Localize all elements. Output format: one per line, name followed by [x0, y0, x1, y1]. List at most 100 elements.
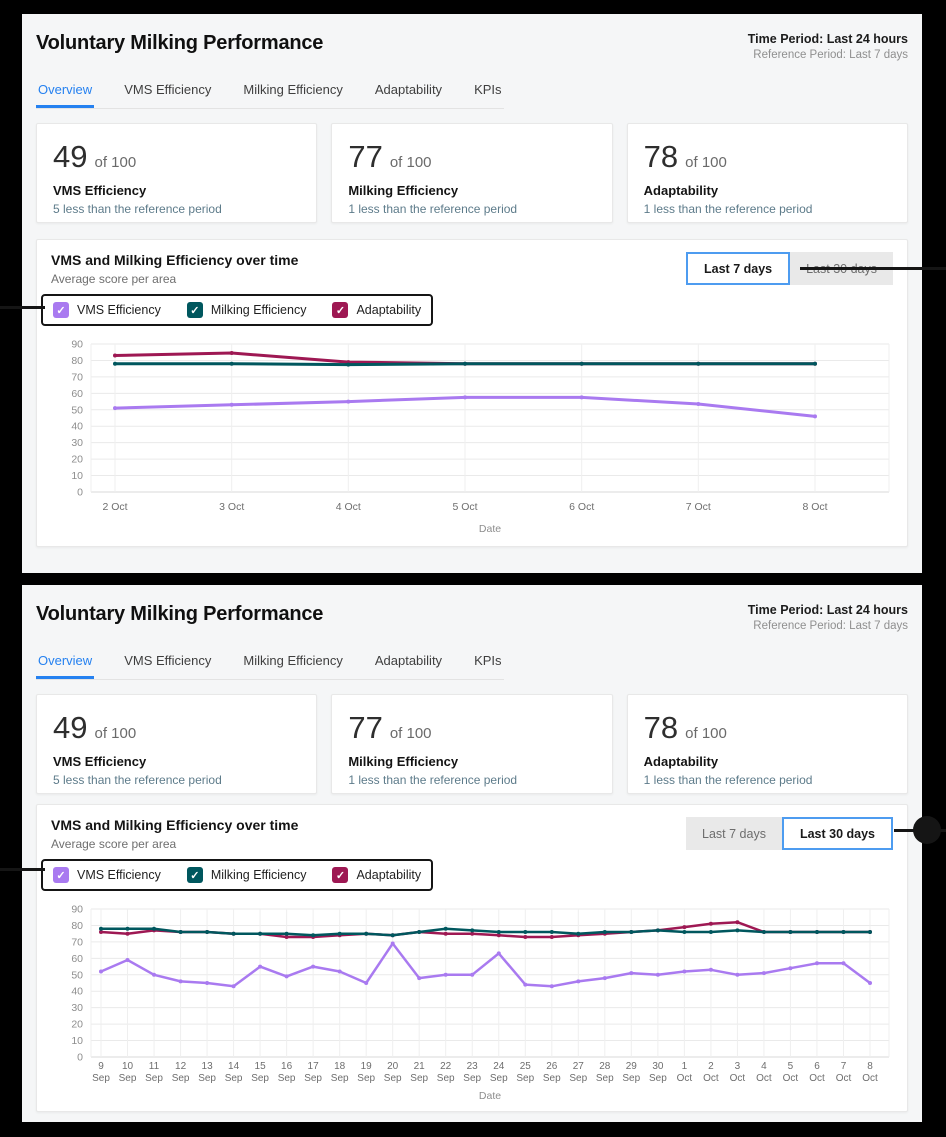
metric-cards-row: 49 of 100 VMS Efficiency 5 less than the…: [36, 123, 908, 223]
svg-text:Oct: Oct: [809, 1073, 825, 1084]
legend-item-milking-efficiency[interactable]: ✓ Milking Efficiency: [186, 867, 307, 883]
legend-label: VMS Efficiency: [77, 303, 161, 317]
svg-text:50: 50: [71, 969, 83, 981]
legend-item-vms-efficiency[interactable]: ✓ VMS Efficiency: [53, 867, 161, 883]
period-meta: Time Period: Last 24 hours Reference Per…: [748, 32, 908, 61]
reference-period-label: Reference Period: Last 7 days: [753, 620, 908, 632]
metric-total: of 100: [94, 154, 137, 171]
svg-text:Sep: Sep: [331, 1073, 349, 1084]
metric-delta: 5 less than the reference period: [53, 773, 222, 787]
legend-callout-line: [0, 868, 45, 871]
svg-text:Sep: Sep: [172, 1073, 190, 1084]
svg-text:2: 2: [708, 1061, 714, 1072]
tab-vms-efficiency[interactable]: VMS Efficiency: [124, 82, 212, 97]
metric-score: 78: [643, 710, 679, 745]
page-title: Voluntary Milking Performance: [36, 32, 324, 54]
metric-card-milking-efficiency: 77 of 100 Milking Efficiency 1 less than…: [331, 694, 613, 794]
chart-subtitle: Average score per area: [51, 272, 177, 286]
metric-score: 77: [348, 710, 383, 745]
tab-overview[interactable]: Overview: [36, 648, 95, 679]
svg-text:60: 60: [71, 388, 83, 400]
svg-text:Oct: Oct: [756, 1073, 772, 1084]
svg-text:10: 10: [71, 470, 83, 482]
page-title: Voluntary Milking Performance: [36, 603, 324, 625]
efficiency-line-chart-30-days: 01020304050607080909Sep10Sep11Sep12Sep13…: [71, 904, 890, 1102]
checked-checkbox-icon[interactable]: ✓: [186, 302, 203, 318]
svg-text:Sep: Sep: [463, 1073, 481, 1084]
svg-text:50: 50: [71, 404, 83, 416]
svg-text:Sep: Sep: [384, 1073, 402, 1084]
legend-item-adaptability[interactable]: ✓ Adaptability: [332, 302, 421, 318]
checked-checkbox-icon[interactable]: ✓: [332, 302, 349, 318]
svg-text:30: 30: [71, 1002, 83, 1014]
svg-text:Date: Date: [479, 523, 501, 535]
svg-text:8: 8: [867, 1061, 873, 1072]
metric-delta: 1 less than the reference period: [643, 202, 813, 216]
svg-text:5: 5: [788, 1061, 794, 1072]
tab-adaptability[interactable]: Adaptability: [374, 653, 443, 668]
svg-text:27: 27: [573, 1061, 585, 1072]
metric-score: 77: [348, 139, 383, 174]
last-30-days-button[interactable]: Last 30 days: [781, 817, 893, 850]
svg-text:Sep: Sep: [649, 1073, 667, 1084]
svg-text:10: 10: [71, 1035, 83, 1047]
svg-text:24: 24: [493, 1061, 505, 1072]
svg-text:1: 1: [682, 1061, 688, 1072]
tab-overview[interactable]: Overview: [36, 77, 95, 108]
svg-text:Sep: Sep: [596, 1073, 614, 1084]
svg-text:Sep: Sep: [490, 1073, 508, 1084]
reference-period-label: Reference Period: Last 7 days: [753, 49, 908, 61]
svg-text:40: 40: [71, 986, 83, 998]
legend-item-milking-efficiency[interactable]: ✓ Milking Efficiency: [186, 302, 306, 318]
tab-vms-efficiency[interactable]: VMS Efficiency: [124, 653, 212, 668]
time-period-label: Time Period: Last 24 hours: [747, 603, 908, 617]
panel-header: Voluntary Milking Performance Time Perio…: [36, 585, 908, 632]
legend-label: VMS Efficiency: [77, 868, 161, 882]
legend-item-adaptability[interactable]: ✓ Adaptability: [332, 867, 421, 883]
legend-label: Adaptability: [356, 868, 422, 882]
legend-label: Milking Efficiency: [210, 868, 307, 882]
tab-kpis[interactable]: KPIs: [474, 82, 502, 97]
svg-text:6 Oct: 6 Oct: [569, 501, 594, 513]
tab-milking-efficiency[interactable]: Milking Efficiency: [243, 82, 343, 97]
svg-text:Sep: Sep: [278, 1073, 296, 1084]
svg-text:Sep: Sep: [410, 1073, 428, 1084]
last-7-days-button[interactable]: Last 7 days: [686, 817, 782, 850]
tab-milking-efficiency[interactable]: Milking Efficiency: [243, 653, 343, 668]
checked-checkbox-icon[interactable]: ✓: [53, 867, 69, 883]
chart-title: VMS and Milking Efficiency over time: [51, 817, 299, 833]
svg-text:Oct: Oct: [730, 1073, 746, 1084]
dashboard-panel-bottom: Voluntary Milking Performance Time Perio…: [22, 585, 922, 1122]
chart-legend: ✓ VMS Efficiency ✓ Milking Efficiency ✓ …: [41, 294, 434, 326]
chart-card: VMS and Milking Efficiency over time Ave…: [36, 239, 908, 547]
svg-text:Sep: Sep: [92, 1073, 110, 1084]
chart-subtitle: Average score per area: [51, 837, 177, 851]
time-period-label: Time Period: Last 24 hours: [747, 32, 908, 46]
svg-text:Oct: Oct: [836, 1073, 852, 1084]
svg-text:Sep: Sep: [622, 1073, 640, 1084]
svg-text:2 Oct: 2 Oct: [102, 501, 127, 513]
svg-text:3: 3: [735, 1061, 741, 1072]
svg-text:4: 4: [761, 1061, 767, 1072]
last-7-days-button[interactable]: Last 7 days: [686, 252, 791, 285]
metric-cards-row: 49 of 100 VMS Efficiency 5 less than the…: [36, 694, 908, 794]
checked-checkbox-icon[interactable]: ✓: [53, 302, 69, 318]
range-button-callout-line: [800, 267, 946, 270]
svg-text:10: 10: [122, 1061, 134, 1072]
svg-text:20: 20: [71, 1019, 83, 1031]
metric-name: Adaptability: [643, 183, 719, 198]
metric-card-vms-efficiency: 49 of 100 VMS Efficiency 5 less than the…: [36, 694, 318, 794]
period-meta: Time Period: Last 24 hours Reference Per…: [748, 603, 908, 632]
svg-text:3 Oct: 3 Oct: [219, 501, 244, 513]
svg-text:90: 90: [71, 339, 83, 351]
checked-checkbox-icon[interactable]: ✓: [332, 867, 349, 883]
checked-checkbox-icon[interactable]: ✓: [186, 867, 203, 883]
tab-kpis[interactable]: KPIs: [474, 653, 502, 668]
metric-name: Milking Efficiency: [348, 183, 459, 198]
tab-bar: Overview VMS Efficiency Milking Efficien…: [36, 77, 504, 109]
legend-item-vms-efficiency[interactable]: ✓ VMS Efficiency: [53, 302, 161, 318]
tab-adaptability[interactable]: Adaptability: [374, 82, 443, 97]
svg-text:Sep: Sep: [569, 1073, 587, 1084]
svg-text:29: 29: [626, 1061, 638, 1072]
svg-text:17: 17: [308, 1061, 320, 1072]
